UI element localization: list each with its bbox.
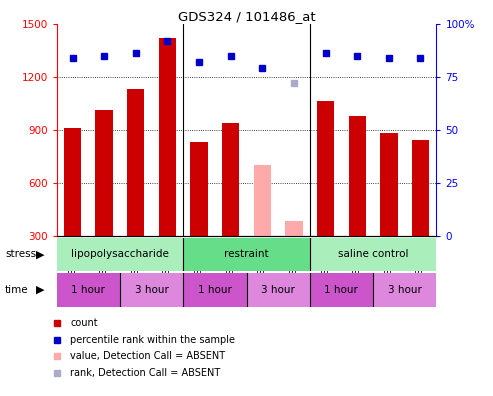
Text: 1 hour: 1 hour — [71, 285, 106, 295]
Bar — [310, 273, 373, 307]
Text: stress: stress — [5, 249, 36, 259]
Text: ▶: ▶ — [36, 285, 45, 295]
Bar — [412, 140, 429, 236]
Bar — [183, 273, 246, 307]
Bar — [183, 238, 310, 271]
Text: value, Detection Call = ABSENT: value, Detection Call = ABSENT — [70, 351, 225, 362]
Bar — [253, 165, 271, 236]
Bar — [190, 142, 208, 236]
Text: ▶: ▶ — [36, 249, 45, 259]
Text: restraint: restraint — [224, 249, 269, 259]
Text: 3 hour: 3 hour — [387, 285, 422, 295]
Text: 3 hour: 3 hour — [261, 285, 295, 295]
Bar — [57, 238, 183, 271]
Text: saline control: saline control — [338, 249, 408, 259]
Bar — [380, 133, 397, 236]
Text: time: time — [5, 285, 29, 295]
Text: lipopolysaccharide: lipopolysaccharide — [71, 249, 169, 259]
Bar — [222, 123, 240, 236]
Bar — [246, 273, 310, 307]
Text: rank, Detection Call = ABSENT: rank, Detection Call = ABSENT — [70, 368, 220, 378]
Bar — [285, 221, 303, 236]
Bar — [349, 116, 366, 236]
Bar — [127, 89, 144, 236]
Bar — [96, 110, 113, 236]
Text: GDS324 / 101486_at: GDS324 / 101486_at — [177, 10, 316, 23]
Bar — [64, 128, 81, 236]
Bar — [159, 38, 176, 236]
Text: 1 hour: 1 hour — [198, 285, 232, 295]
Bar — [310, 238, 436, 271]
Bar — [373, 273, 436, 307]
Text: 1 hour: 1 hour — [324, 285, 358, 295]
Bar — [120, 273, 183, 307]
Text: count: count — [70, 318, 98, 328]
Text: 3 hour: 3 hour — [135, 285, 169, 295]
Bar — [317, 101, 334, 236]
Bar — [57, 273, 120, 307]
Text: percentile rank within the sample: percentile rank within the sample — [70, 335, 235, 345]
